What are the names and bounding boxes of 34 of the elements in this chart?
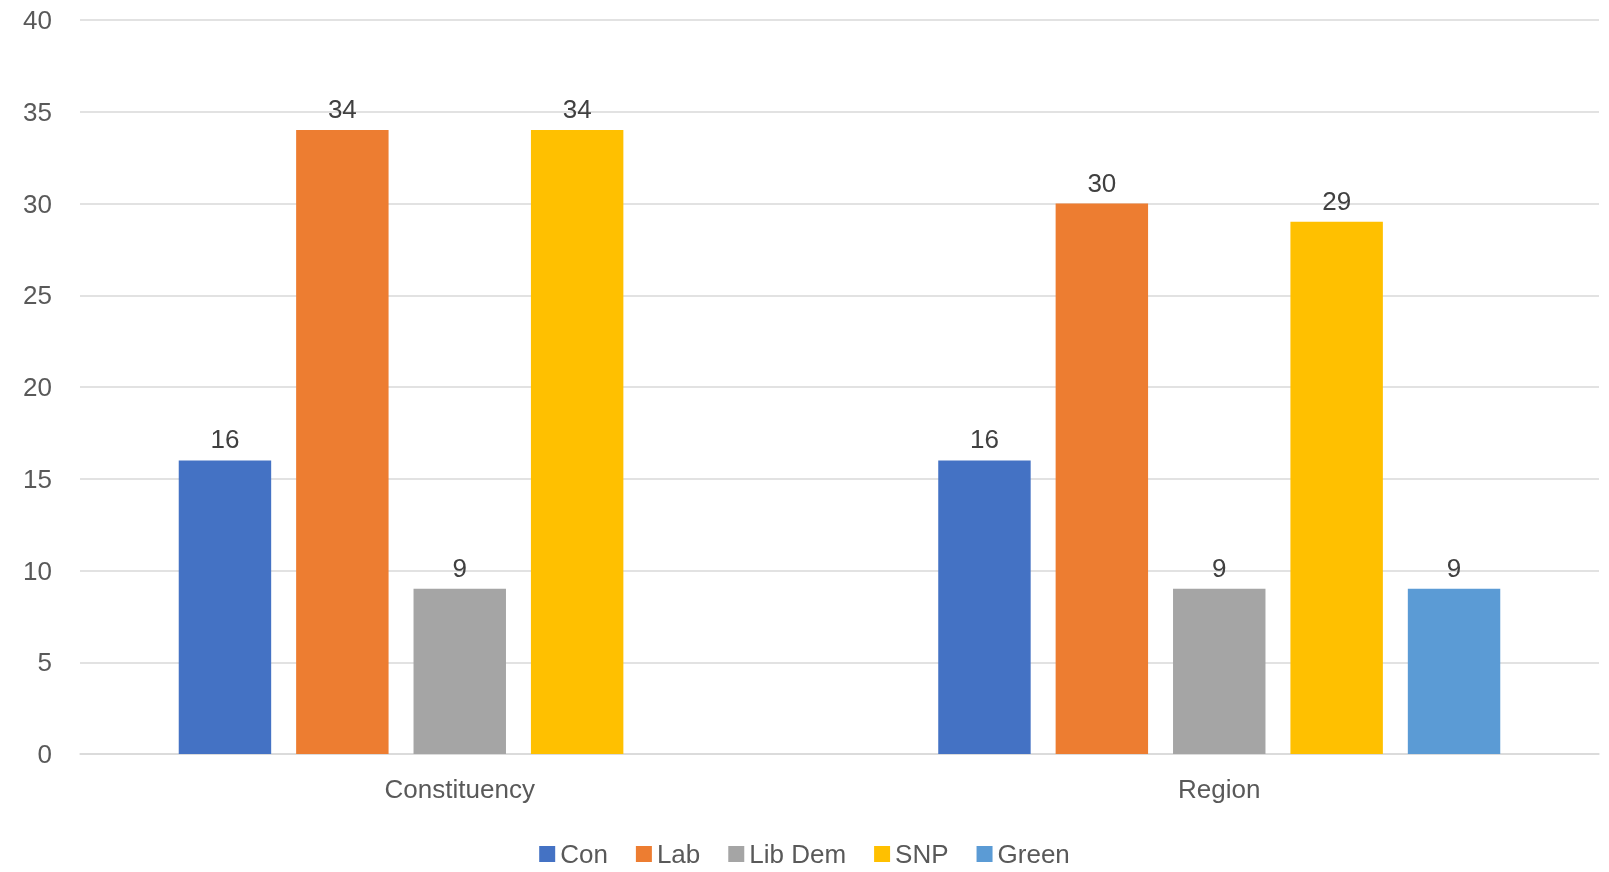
bar [413,588,506,754]
data-label: 16 [210,424,240,455]
legend-label: Lab [656,839,701,869]
bar [938,460,1031,754]
y-tick-label: 0 [37,739,52,769]
bar [530,130,624,754]
x-tick-label: Region [1178,774,1261,804]
legend-label: Lib Dem [749,839,847,869]
bar [178,460,272,754]
data-label: 9 [452,552,467,583]
legend-label: Con [560,839,608,869]
y-tick-label: 30 [23,188,52,219]
bar [1407,588,1501,754]
bar [1055,203,1149,754]
legend-label: Green [997,839,1070,869]
data-label: 29 [1322,185,1352,216]
y-tick-label: 25 [23,280,52,311]
y-tick-label: 20 [23,372,52,402]
y-tick-label: 35 [23,96,52,127]
y-tick-label: 5 [37,647,52,678]
y-tick-label: 10 [23,555,52,586]
data-label: 30 [1087,167,1117,198]
x-tick-label: Constituency [384,774,535,804]
legend-label: SNP [895,839,949,869]
data-label: 34 [327,94,357,125]
data-label: 9 [1212,552,1227,583]
data-label: 9 [1446,552,1462,583]
y-tick-label: 15 [23,463,52,494]
data-label: 16 [969,424,999,455]
bar [296,130,389,754]
bar [1173,588,1266,754]
bar [1290,221,1383,754]
y-tick-label: 40 [23,5,52,35]
data-label: 34 [562,94,592,125]
